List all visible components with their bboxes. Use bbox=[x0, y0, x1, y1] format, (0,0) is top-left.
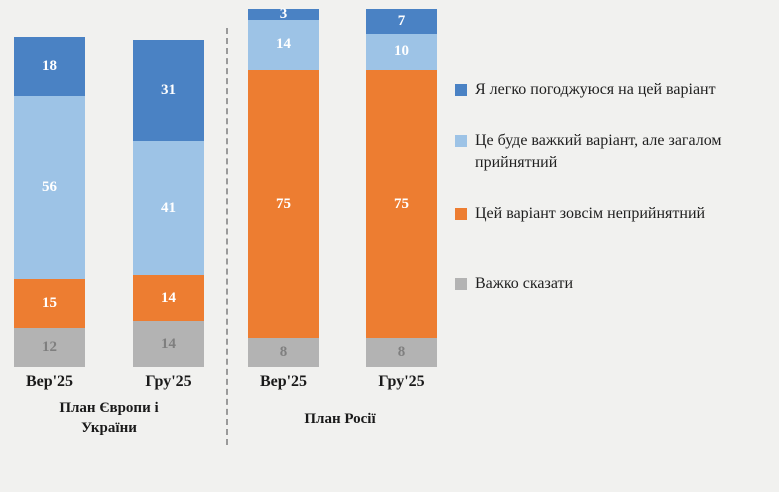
bar-segment: 8 bbox=[366, 338, 437, 367]
bar-segment-value: 7 bbox=[397, 13, 406, 30]
group-label-europe-ukraine-plan: План Європи і України bbox=[59, 400, 159, 436]
bar-segment: 7 bbox=[366, 9, 437, 35]
legend-item: Цей варіант зовсім неприйнятний bbox=[455, 203, 767, 225]
bar-segment-value: 3 bbox=[279, 5, 288, 22]
bar-segment: 10 bbox=[366, 34, 437, 70]
stacked-bar-group1-Гру'25: 31 41 14 14 bbox=[133, 40, 204, 367]
bar-segment: 15 bbox=[14, 278, 85, 328]
bar-segment-value: 14 bbox=[276, 36, 291, 53]
category-label: Вер'25 bbox=[25, 373, 74, 390]
bar-segment: 14 bbox=[133, 321, 204, 367]
bar-segment-value: 14 bbox=[161, 335, 176, 352]
bar-segment-value: 75 bbox=[394, 195, 409, 212]
stacked-bar-group2-Гру'25: 7 10 75 8 bbox=[366, 9, 437, 367]
bar-segment: 56 bbox=[14, 95, 85, 279]
legend-swatch-icon bbox=[455, 278, 467, 290]
bar-segment-value: 12 bbox=[42, 338, 57, 355]
bar-segment-value: 8 bbox=[279, 344, 288, 361]
legend-label: Важко сказати bbox=[475, 275, 574, 292]
bar-segment: 3 bbox=[248, 5, 319, 22]
category-label: Вер'25 bbox=[259, 373, 308, 390]
legend-label: Цей варіант зовсім неприйнятний bbox=[475, 205, 706, 222]
bar-segment: 18 bbox=[14, 36, 85, 96]
legend-label: Це буде важкий варіант, але загалом прий… bbox=[475, 132, 722, 171]
category-label: Гру'25 bbox=[145, 373, 192, 390]
stacked-bar-group2-Вер'25: 3 14 75 8 bbox=[248, 5, 319, 367]
bar-segment-value: 56 bbox=[42, 178, 57, 195]
category-label: Гру'25 bbox=[378, 373, 425, 390]
legend-swatch-icon bbox=[455, 135, 467, 147]
bar-segment: 75 bbox=[248, 69, 319, 339]
bar-segment-value: 41 bbox=[161, 199, 176, 216]
bar-segment: 8 bbox=[248, 338, 319, 367]
bar-segment: 14 bbox=[248, 19, 319, 70]
legend: Я легко погоджуюся на цей варіант Це буде… bbox=[455, 79, 767, 324]
bar-segment-value: 18 bbox=[42, 57, 57, 74]
bar-segment: 41 bbox=[133, 141, 204, 276]
bar-segment-value: 75 bbox=[276, 195, 291, 212]
bar-segment: 31 bbox=[133, 40, 204, 142]
legend-item: Це буде важкий варіант, але загалом прий… bbox=[455, 130, 767, 174]
legend-item: Важко сказати bbox=[455, 273, 767, 295]
legend-swatch-icon bbox=[455, 208, 467, 220]
legend-swatch-icon bbox=[455, 84, 467, 96]
bar-segment-value: 14 bbox=[161, 289, 176, 306]
group-label-russia-plan: План Росії bbox=[304, 411, 376, 427]
bar-segment-value: 10 bbox=[394, 43, 409, 60]
bar-segment: 12 bbox=[14, 327, 85, 367]
group-separator-dashed-line bbox=[226, 28, 228, 445]
legend-item: Я легко погоджуюся на цей варіант bbox=[455, 79, 767, 101]
stacked-bar-group1-Вер'25: 18 56 15 12 bbox=[14, 36, 85, 367]
bar-segment-value: 15 bbox=[42, 294, 57, 311]
legend-label: Я легко погоджуюся на цей варіант bbox=[475, 81, 716, 98]
bar-segment: 14 bbox=[133, 275, 204, 322]
bar-segment-value: 8 bbox=[397, 344, 406, 361]
bar-segment-value: 31 bbox=[161, 82, 176, 99]
bar-segment: 75 bbox=[366, 69, 437, 339]
